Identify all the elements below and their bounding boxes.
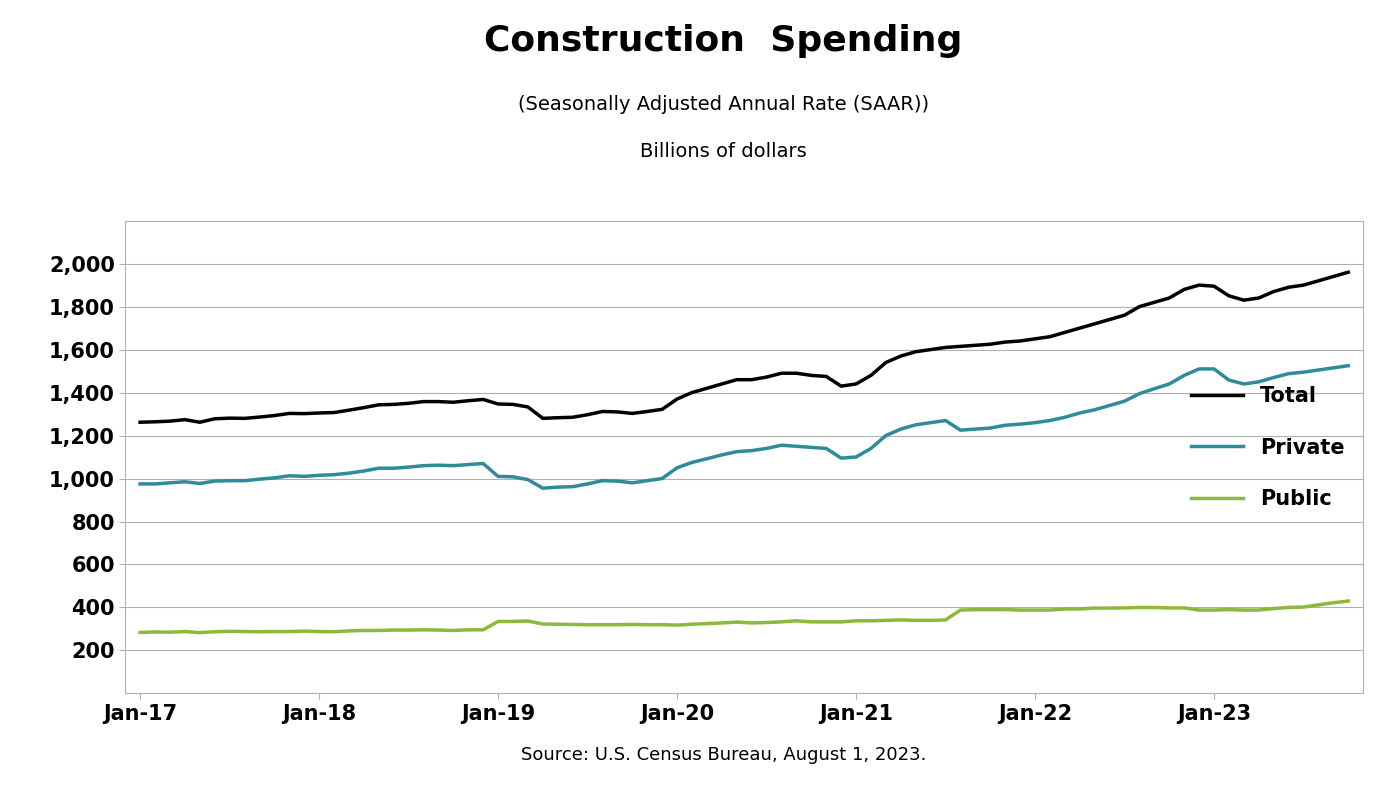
Total bbox=[1071, 323, 1088, 333]
Total bbox=[698, 384, 715, 393]
Text: Source: U.S. Census Bureau, August 1, 2023.: Source: U.S. Census Bureau, August 1, 20… bbox=[520, 746, 926, 764]
Legend: Total, Private, Public: Total, Private, Public bbox=[1182, 378, 1353, 517]
Public bbox=[132, 628, 149, 637]
Total bbox=[415, 397, 431, 407]
Private bbox=[132, 479, 149, 489]
Private bbox=[534, 484, 551, 493]
Text: (Seasonally Adjusted Annual Rate (SAAR)): (Seasonally Adjusted Annual Rate (SAAR)) bbox=[517, 95, 929, 113]
Total bbox=[460, 396, 477, 406]
Public bbox=[1086, 604, 1103, 613]
Total bbox=[474, 395, 491, 404]
Text: Billions of dollars: Billions of dollars bbox=[640, 142, 807, 161]
Public bbox=[490, 617, 506, 626]
Total bbox=[1340, 267, 1356, 277]
Line: Private: Private bbox=[140, 366, 1348, 489]
Text: Construction  Spending: Construction Spending bbox=[484, 24, 963, 58]
Total bbox=[1102, 314, 1118, 324]
Public bbox=[714, 619, 730, 628]
Public bbox=[192, 628, 209, 637]
Private bbox=[1340, 361, 1356, 370]
Line: Public: Public bbox=[140, 601, 1348, 633]
Private bbox=[415, 461, 431, 470]
Private bbox=[460, 460, 477, 470]
Private bbox=[1086, 405, 1103, 414]
Public bbox=[474, 625, 491, 634]
Total bbox=[132, 418, 149, 427]
Line: Total: Total bbox=[140, 272, 1348, 422]
Public bbox=[1340, 597, 1356, 606]
Private bbox=[1116, 396, 1132, 406]
Public bbox=[1116, 603, 1132, 612]
Private bbox=[714, 450, 730, 459]
Public bbox=[430, 626, 447, 635]
Private bbox=[474, 459, 491, 468]
